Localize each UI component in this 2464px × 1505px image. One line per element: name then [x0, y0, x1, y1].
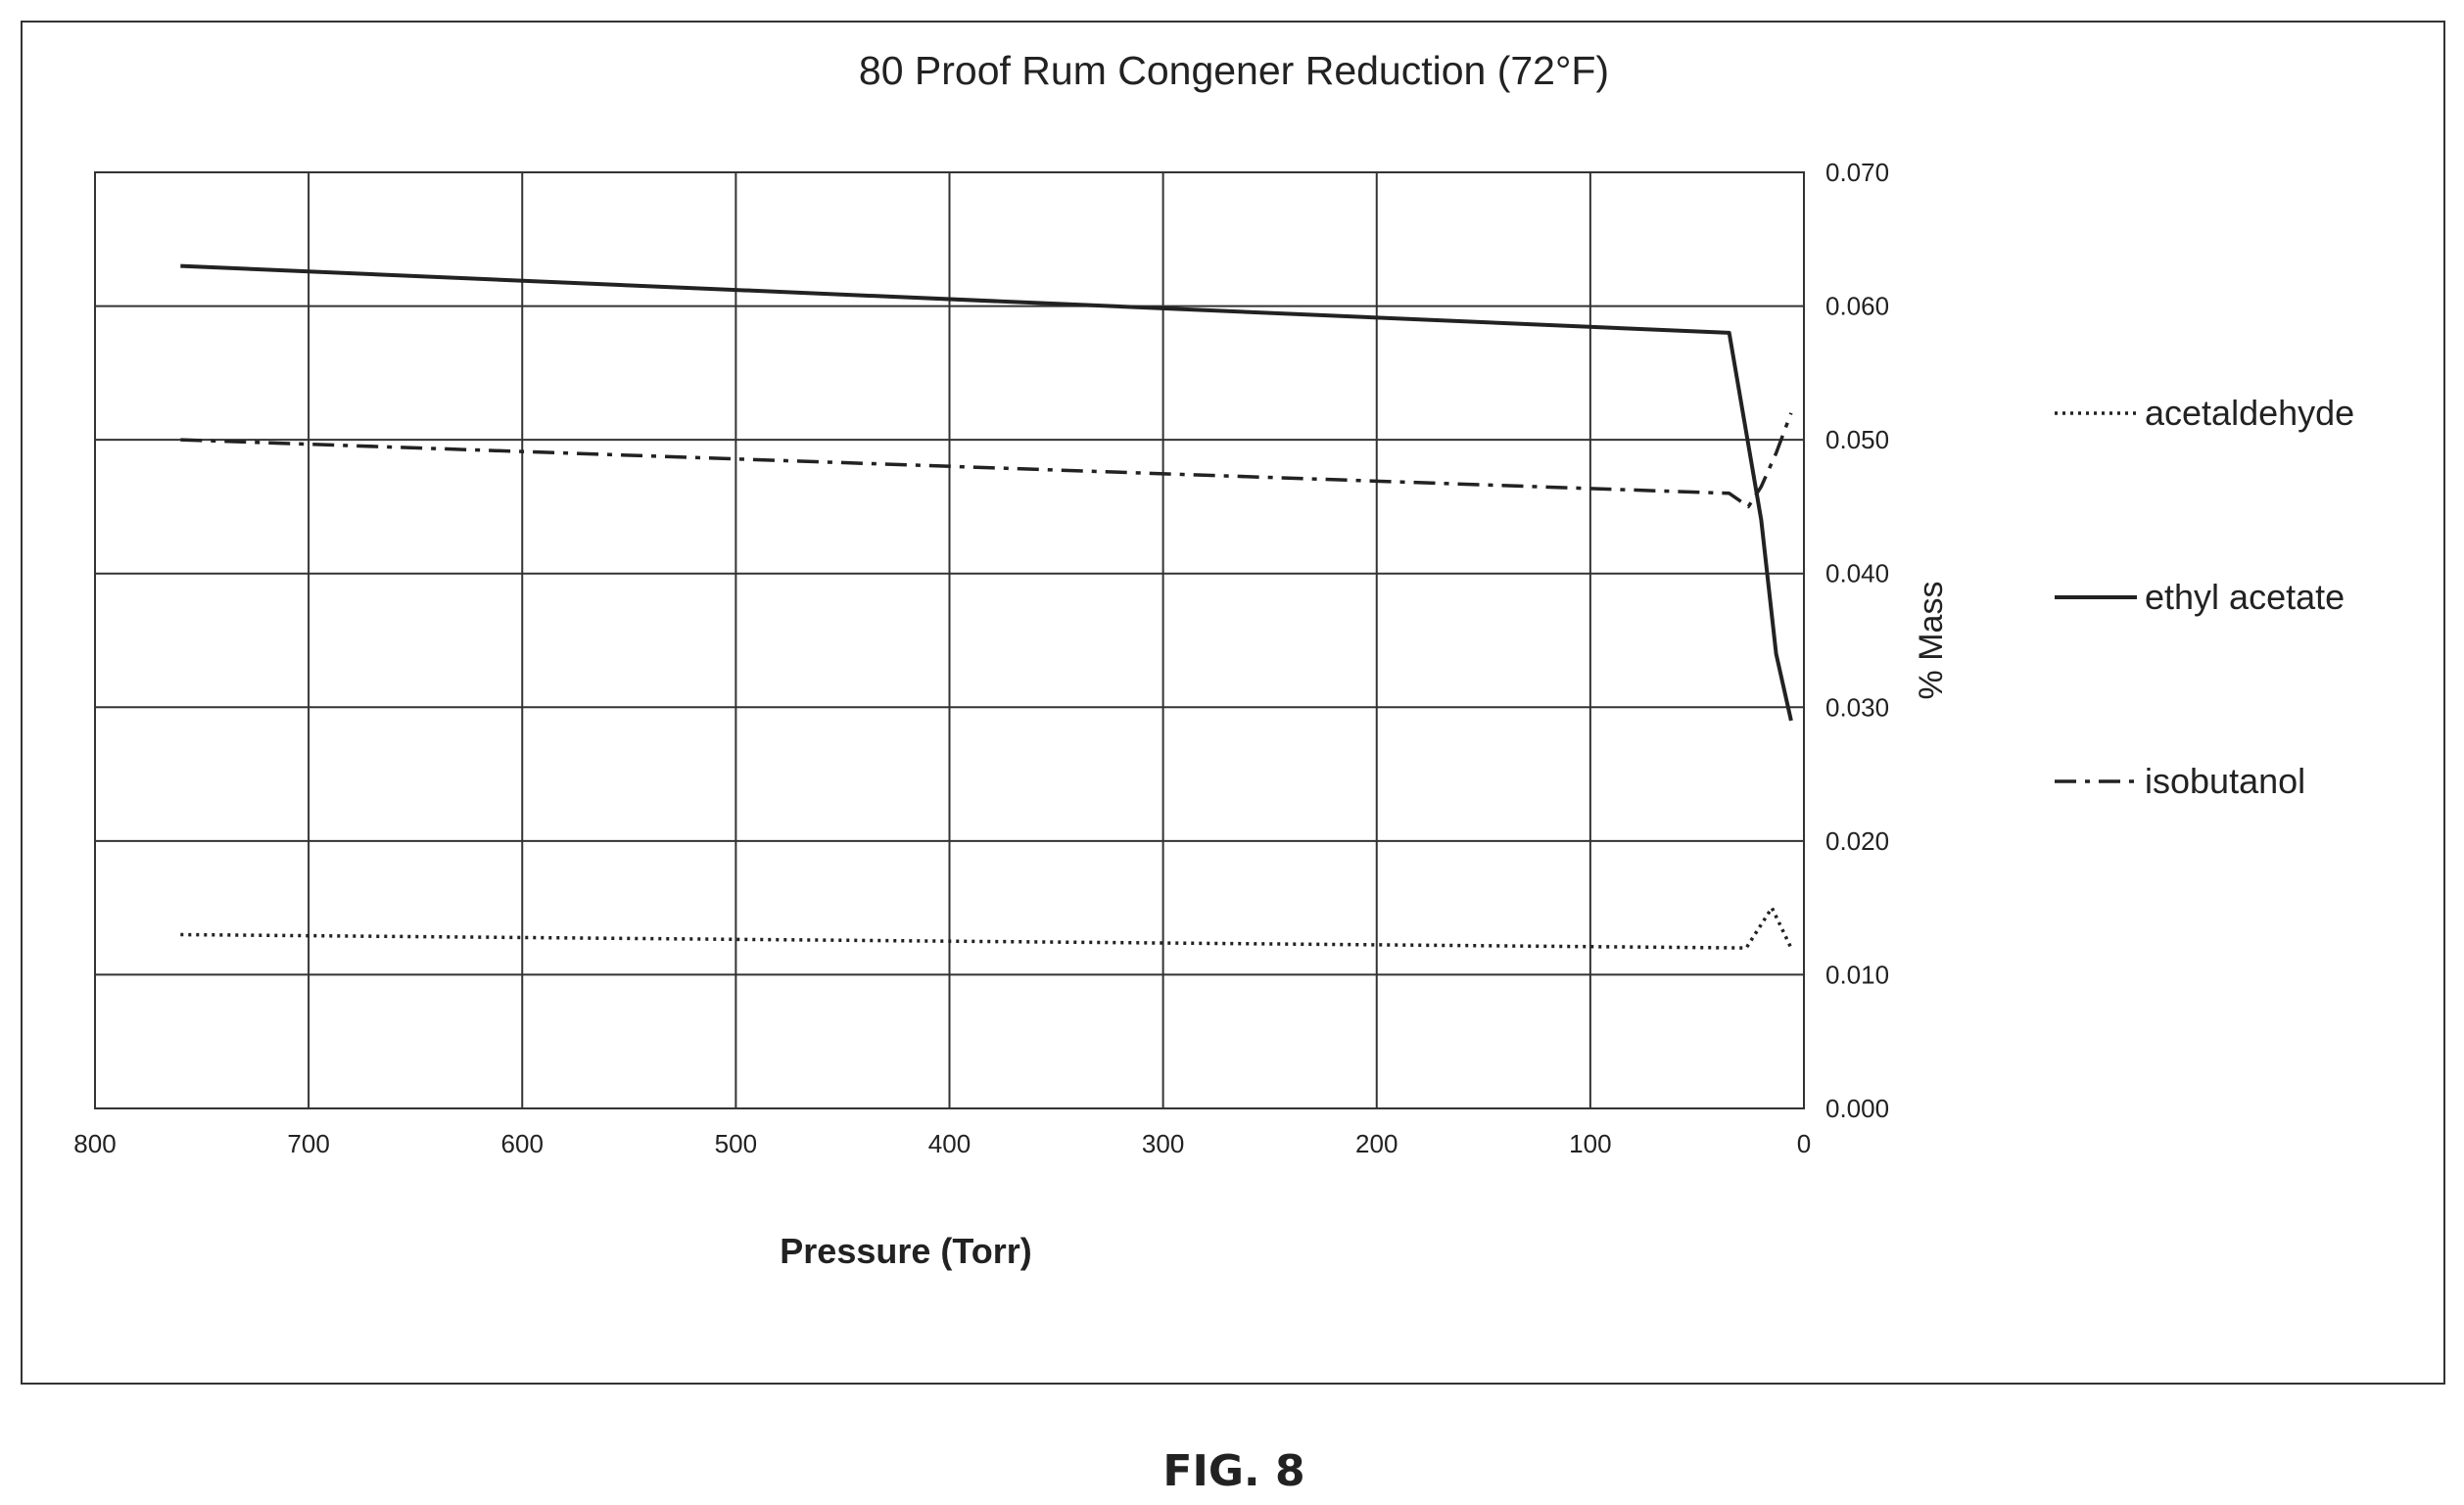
chart-frame: [21, 21, 2445, 1385]
x-tick-label: 100: [1569, 1129, 1611, 1158]
y-axis-label: % Mass: [1913, 582, 1950, 700]
x-tick-label: 0: [1797, 1129, 1811, 1158]
x-tick-label: 600: [501, 1129, 544, 1158]
y-tick-label: 0.020: [1825, 826, 1889, 856]
grid: [95, 172, 1804, 1108]
series-group: [180, 263, 1793, 950]
series-line-acetaldehyde: [180, 906, 1793, 950]
series-line-ethyl-acetate: [180, 263, 1793, 722]
y-tick-label: 0.030: [1825, 692, 1889, 722]
x-tick-label: 500: [715, 1129, 757, 1158]
y-axis-ticks: 0.000 0.010 0.020 0.030 0.040 0.050 0.060 0.070: [1825, 158, 1889, 1123]
y-tick-label: 0.040: [1825, 559, 1889, 588]
chart-title: 80 Proof Rum Congener Reduction (72°F): [859, 48, 1609, 93]
x-tick-label: 300: [1142, 1129, 1184, 1158]
y-tick-label: 0.010: [1825, 960, 1889, 989]
x-axis-ticks: 800 700 600 500 400 300 200 100 0: [73, 1129, 1811, 1158]
x-tick-label: 800: [73, 1129, 116, 1158]
x-tick-label: 400: [928, 1129, 971, 1158]
legend-label: isobutanol: [2145, 761, 2305, 801]
y-tick-label: 0.050: [1825, 425, 1889, 454]
figure-label: FIG. 8: [1162, 1446, 1304, 1496]
legend-label: acetaldehyde: [2145, 393, 2354, 433]
y-tick-label: 0.060: [1825, 292, 1889, 321]
x-tick-label: 700: [287, 1129, 329, 1158]
legend: acetaldehyde ethyl acetate isobutanol: [2055, 393, 2354, 801]
x-tick-label: 200: [1355, 1129, 1398, 1158]
x-axis-label: Pressure (Torr): [780, 1231, 1031, 1271]
y-tick-label: 0.000: [1825, 1094, 1889, 1123]
y-tick-label: 0.070: [1825, 158, 1889, 187]
legend-label: ethyl acetate: [2145, 577, 2345, 617]
series-line-isobutanol: [180, 412, 1793, 509]
